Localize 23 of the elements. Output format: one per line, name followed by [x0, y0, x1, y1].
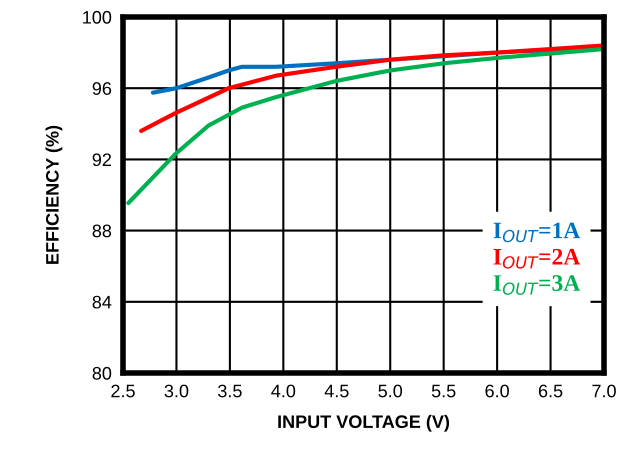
line-series: [139, 43, 604, 134]
y-tick-label: 84: [92, 296, 112, 309]
text: I$_{OUT}$=2A: [494, 248, 580, 269]
x-tick-label: 3.5: [218, 384, 242, 398]
x-tick-label: 5.0: [378, 384, 402, 398]
x-tick-label: 7.0: [592, 384, 616, 398]
text: I$_{OUT}$=1A: [494, 222, 580, 242]
x-tick-label: 6.0: [485, 384, 509, 398]
y-axis-title: EFFICIENCY (%): [45, 126, 62, 264]
y-tick-label: 92: [92, 153, 111, 166]
y-tick-label: 88: [92, 224, 112, 238]
y-tick-label: 96: [92, 82, 112, 95]
x-tick-label: 4.5: [324, 384, 349, 398]
x-tick-label: 3.0: [164, 384, 188, 398]
line-series: [126, 46, 604, 206]
x-tick-label: 4.0: [271, 384, 296, 398]
y-tick-label: 100: [83, 10, 112, 24]
x-tick-label: 2.5: [111, 384, 135, 398]
text: I$_{OUT}$=3A: [494, 275, 580, 295]
x-tick-label: 6.5: [538, 384, 562, 398]
x-tick-label: 5.5: [432, 384, 456, 398]
x-axis-title: INPUT VOLTAGE (V): [278, 414, 450, 432]
y-tick-label: 80: [92, 366, 112, 380]
